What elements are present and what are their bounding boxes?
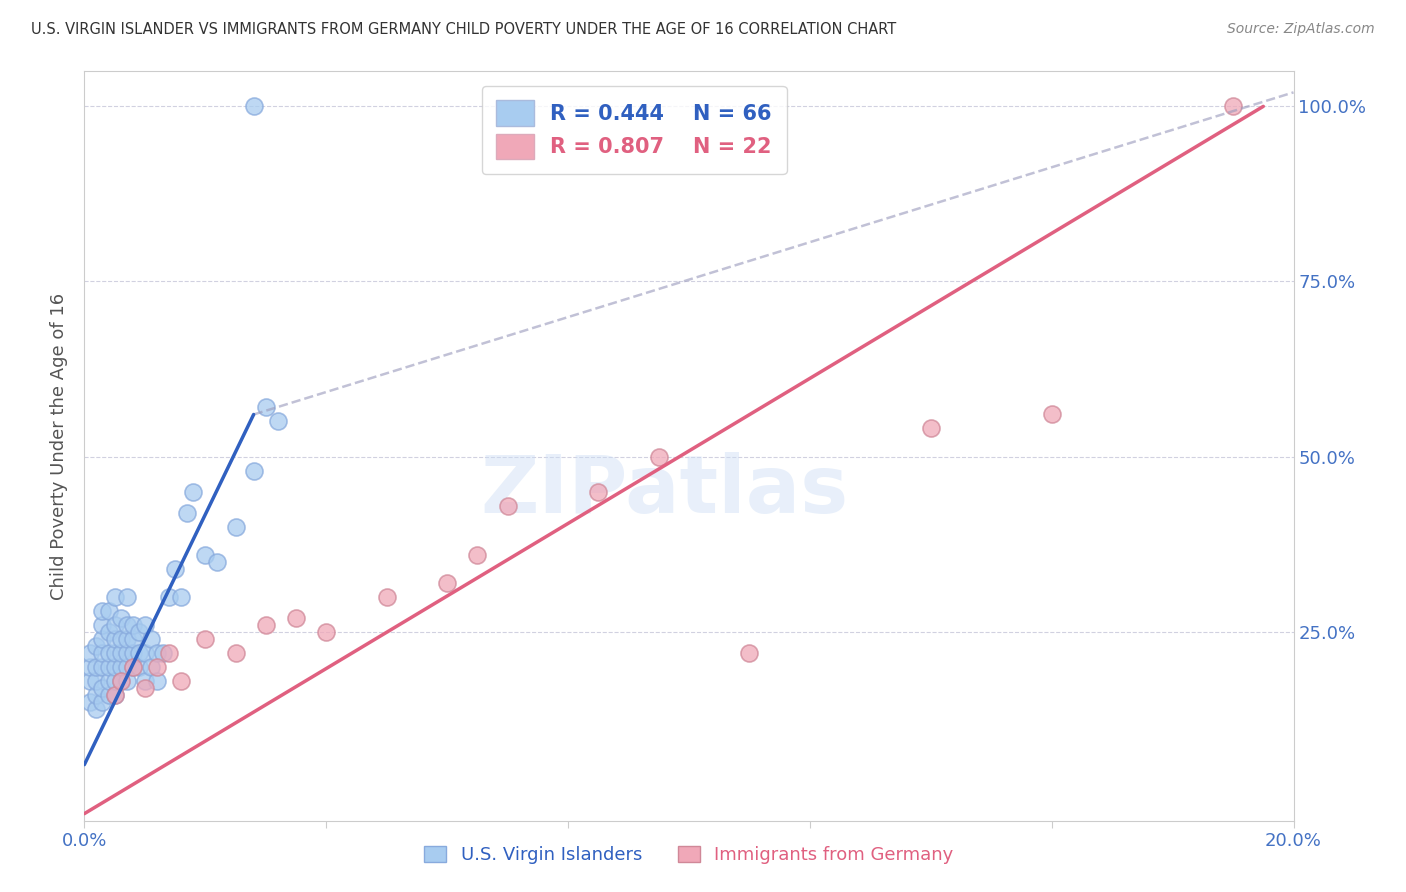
Point [91,646,114,660]
Point [110,632,132,646]
Legend: U.S. Virgin Islanders, Immigrants from Germany: U.S. Virgin Islanders, Immigrants from G… [418,838,960,871]
Point [1222,99,1244,113]
Point [97,688,120,702]
Point [225,646,247,660]
Point [194,632,217,646]
Point [242,99,264,113]
Point [97,603,120,617]
Point [146,673,169,688]
Point [121,659,143,673]
Point [104,659,127,673]
Point [91,632,114,646]
Point [104,617,127,632]
Point [91,681,114,695]
Point [121,617,143,632]
Point [104,688,127,702]
Point [79,695,101,709]
Point [157,590,180,604]
Point [104,646,127,660]
Point [225,519,247,533]
Point [267,415,290,429]
Point [496,499,519,513]
Point [134,617,156,632]
Point [134,673,156,688]
Point [86,688,108,702]
Point [315,624,337,639]
Point [115,659,138,673]
Point [285,610,308,624]
Point [110,673,132,688]
Point [588,484,610,499]
Point [104,688,127,702]
Point [115,673,138,688]
Point [115,617,138,632]
Point [194,548,217,562]
Point [920,421,942,435]
Y-axis label: Child Poverty Under the Age of 16: Child Poverty Under the Age of 16 [51,293,69,599]
Point [254,401,277,415]
Point [110,610,132,624]
Point [121,659,143,673]
Point [648,450,671,464]
Point [134,646,156,660]
Point [170,590,193,604]
Point [86,673,108,688]
Point [128,659,150,673]
Point [110,673,132,688]
Point [128,624,150,639]
Point [436,575,458,590]
Point [115,632,138,646]
Point [139,632,162,646]
Point [128,646,150,660]
Point [79,659,101,673]
Point [375,590,398,604]
Point [207,555,229,569]
Point [121,646,143,660]
Point [104,632,127,646]
Text: U.S. VIRGIN ISLANDER VS IMMIGRANTS FROM GERMANY CHILD POVERTY UNDER THE AGE OF 1: U.S. VIRGIN ISLANDER VS IMMIGRANTS FROM … [31,22,896,37]
Point [79,673,101,688]
Point [134,681,156,695]
Point [97,624,120,639]
Point [146,646,169,660]
Point [86,659,108,673]
Point [91,603,114,617]
Point [121,632,143,646]
Point [104,673,127,688]
Text: Source: ZipAtlas.com: Source: ZipAtlas.com [1227,22,1375,37]
Point [115,646,138,660]
Point [1040,408,1063,422]
Point [165,561,187,575]
Point [79,646,101,660]
Point [181,484,204,499]
Point [254,617,277,632]
Text: ZIPatlas: ZIPatlas [481,452,849,530]
Point [738,646,761,660]
Point [139,659,162,673]
Point [86,639,108,653]
Point [104,590,127,604]
Point [91,659,114,673]
Point [170,673,193,688]
Point [242,463,264,477]
Point [176,506,198,520]
Point [97,646,120,660]
Point [110,659,132,673]
Point [97,659,120,673]
Point [157,646,180,660]
Point [97,673,120,688]
Point [86,701,108,715]
Point [110,646,132,660]
Point [91,695,114,709]
Point [467,548,489,562]
Point [146,659,169,673]
Point [91,617,114,632]
Point [152,646,174,660]
Point [115,590,138,604]
